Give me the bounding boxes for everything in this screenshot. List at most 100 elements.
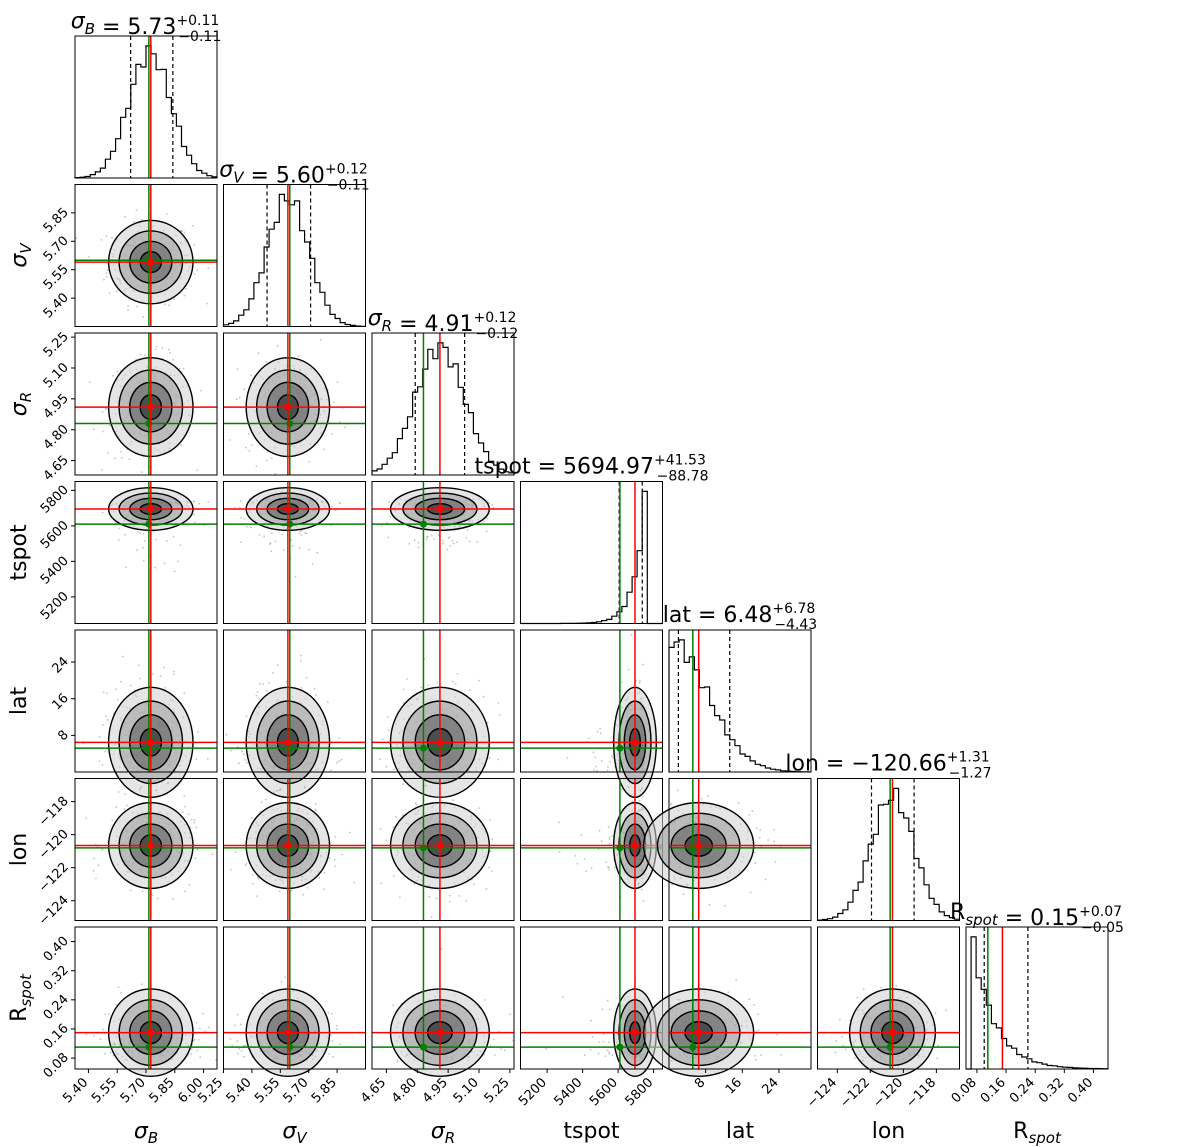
sample-point (238, 506, 241, 509)
sample-point (478, 679, 480, 682)
sample-point (485, 530, 488, 533)
sample-point (193, 821, 196, 824)
sample-point (385, 765, 388, 768)
median-point (284, 738, 292, 746)
sample-point (334, 865, 336, 867)
sample-point (604, 1055, 607, 1058)
sample-point (102, 691, 105, 694)
panel-rspot-vs-sB: 5.405.555.705.856.00σB0.080.160.240.320.… (7, 926, 218, 1147)
sample-point (109, 1051, 112, 1054)
sample-point (124, 533, 126, 536)
sample-point (247, 432, 250, 435)
sample-point (334, 836, 336, 838)
median-point (284, 842, 292, 850)
sample-point (258, 534, 261, 536)
sample-point (328, 857, 331, 860)
sample-point (154, 348, 157, 351)
sample-point (139, 532, 142, 534)
sample-point (118, 527, 121, 530)
sample-point (343, 426, 346, 429)
sample-point (102, 724, 104, 726)
sample-point (388, 501, 391, 503)
sample-point (137, 531, 139, 533)
sample-point (116, 698, 119, 701)
sample-point (599, 727, 601, 730)
sample-point (330, 1034, 332, 1037)
sample-point (349, 831, 351, 834)
x-tick-label-sV: 5.55 (252, 1075, 283, 1106)
sample-point (101, 764, 104, 766)
sample-point (106, 692, 108, 695)
sample-point (245, 863, 248, 865)
sample-point (493, 1054, 496, 1056)
sample-point (197, 731, 199, 733)
panel-frame (74, 332, 218, 476)
sample-point (140, 983, 143, 986)
sample-point (594, 756, 597, 759)
sample-point (184, 890, 187, 893)
sample-point (139, 788, 141, 791)
sample-point (104, 1013, 107, 1016)
sample-point (211, 853, 214, 856)
sample-point (472, 883, 475, 886)
sample-point (127, 305, 130, 307)
sample-point (323, 448, 325, 451)
sample-point (182, 367, 185, 370)
sample-point (196, 848, 199, 851)
sample-point (272, 672, 274, 674)
sample-point (127, 309, 129, 312)
sample-point (639, 679, 641, 682)
sample-point (379, 828, 382, 830)
sample-point (255, 465, 258, 467)
sample-point (112, 374, 114, 377)
x-tick-label-sV: 5.85 (309, 1075, 340, 1106)
sample-point (338, 736, 340, 739)
sample-point (492, 1038, 495, 1041)
median-point (147, 842, 155, 850)
sample-point (92, 869, 95, 872)
y-tick-label-lon: −122 (36, 860, 72, 896)
sample-point (330, 432, 333, 435)
sample-point (638, 799, 641, 802)
sample-point (331, 505, 333, 508)
truth-point (419, 520, 427, 528)
sample-point (250, 444, 253, 446)
sample-point (183, 795, 186, 798)
sample-point (406, 678, 408, 680)
sample-point (308, 461, 311, 463)
sample-point (270, 550, 273, 553)
sample-point (497, 758, 500, 761)
truth-point (419, 744, 427, 752)
sample-point (291, 544, 294, 547)
sample-point (639, 789, 642, 792)
sample-point (119, 680, 122, 683)
sample-point (240, 541, 243, 543)
sample-point (326, 701, 329, 704)
median-point (147, 505, 155, 513)
sample-point (323, 888, 326, 891)
sample-point (338, 1043, 341, 1046)
sample-point (488, 866, 490, 869)
sample-point (485, 888, 488, 890)
sample-point (591, 1035, 594, 1038)
sample-point (587, 737, 590, 740)
sample-point (642, 900, 645, 902)
sample-point (300, 534, 303, 536)
y-tick-label-sV: 5.40 (41, 290, 72, 321)
sample-point (417, 546, 420, 549)
sample-point (642, 663, 645, 666)
median-point (284, 1029, 292, 1037)
sample-point (238, 762, 240, 765)
y-tick-label-rspot: 0.32 (41, 963, 72, 994)
sample-point (336, 1028, 338, 1031)
sample-point (240, 1050, 243, 1052)
x-tick-label-sB: 5.70 (118, 1075, 149, 1106)
panel-lat-vs-sV (223, 629, 366, 799)
sample-point (236, 1052, 239, 1055)
sample-point (238, 1047, 241, 1050)
sample-point (308, 548, 310, 551)
sample-point (198, 502, 201, 505)
sample-point (172, 670, 175, 673)
sample-point (597, 848, 600, 851)
